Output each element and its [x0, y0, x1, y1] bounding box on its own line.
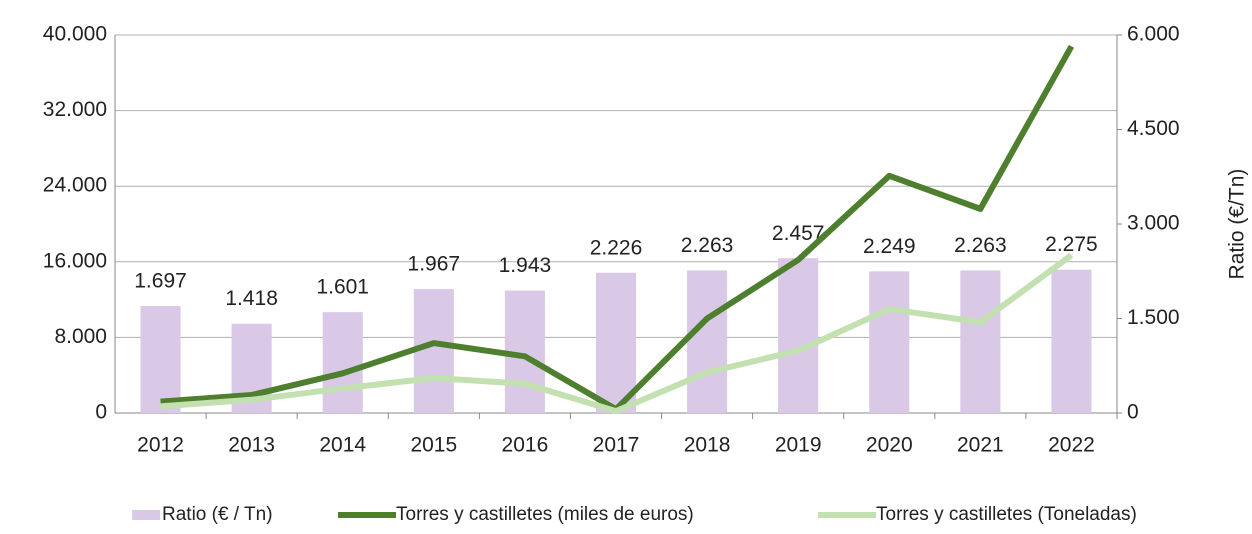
data-label: 2.249	[863, 235, 916, 258]
bar	[140, 306, 181, 413]
line	[160, 252, 1074, 415]
data-label: 2.275	[1045, 233, 1098, 256]
y-tick-label: 16.000	[43, 249, 107, 272]
bar	[869, 271, 910, 413]
data-label: 2.263	[954, 234, 1007, 257]
legend-swatch	[132, 510, 160, 520]
x-tick-label: 2014	[319, 434, 366, 457]
data-label: 1.601	[316, 276, 369, 299]
x-tick-label: 2021	[957, 434, 1004, 457]
bar	[595, 272, 637, 413]
data-label: 1.418	[225, 287, 278, 310]
y2-tick-label: 4.500	[1127, 117, 1180, 140]
x-tick-label: 2019	[775, 434, 822, 457]
x-tick-label: 2017	[593, 434, 640, 457]
x-tick-label: 2016	[502, 434, 549, 457]
x-tick-label: 2013	[228, 434, 275, 457]
y-tick-label: 24.000	[43, 174, 107, 197]
y-tick-label: 8.000	[54, 325, 107, 348]
x-tick-label: 2012	[137, 434, 184, 457]
bar	[778, 258, 819, 413]
legend-label: Torres y castilletes (Toneladas)	[876, 504, 1137, 525]
bar	[1051, 269, 1092, 413]
legend-label: Ratio (€ / Tn)	[162, 504, 273, 525]
y2-axis-title: Ratio (€/Tn)	[1226, 169, 1249, 280]
legend-label: Torres y castilletes (miles de euros)	[396, 504, 694, 525]
y-tick-label: 0	[95, 401, 107, 424]
y2-tick-label: 6.000	[1127, 23, 1180, 46]
data-label: 1.697	[134, 270, 187, 293]
y2-tick-label: 1.500	[1127, 306, 1180, 329]
data-label: 1.943	[499, 254, 552, 277]
data-label: 1.967	[408, 253, 461, 276]
data-label: 2.263	[681, 234, 734, 257]
data-label: 2.457	[772, 222, 825, 245]
bar	[322, 312, 363, 413]
y2-tick-label: 3.000	[1127, 212, 1180, 235]
y-tick-label: 32.000	[43, 98, 107, 121]
bar	[960, 270, 1001, 413]
data-label: 2.226	[590, 236, 643, 259]
y2-tick-label: 0	[1127, 401, 1139, 424]
x-tick-label: 2020	[866, 434, 913, 457]
bar	[687, 270, 728, 413]
y-tick-label: 40.000	[43, 23, 107, 46]
bar	[413, 289, 454, 413]
x-tick-label: 2015	[410, 434, 457, 457]
x-tick-label: 2018	[684, 434, 731, 457]
x-tick-label: 2022	[1048, 434, 1095, 457]
